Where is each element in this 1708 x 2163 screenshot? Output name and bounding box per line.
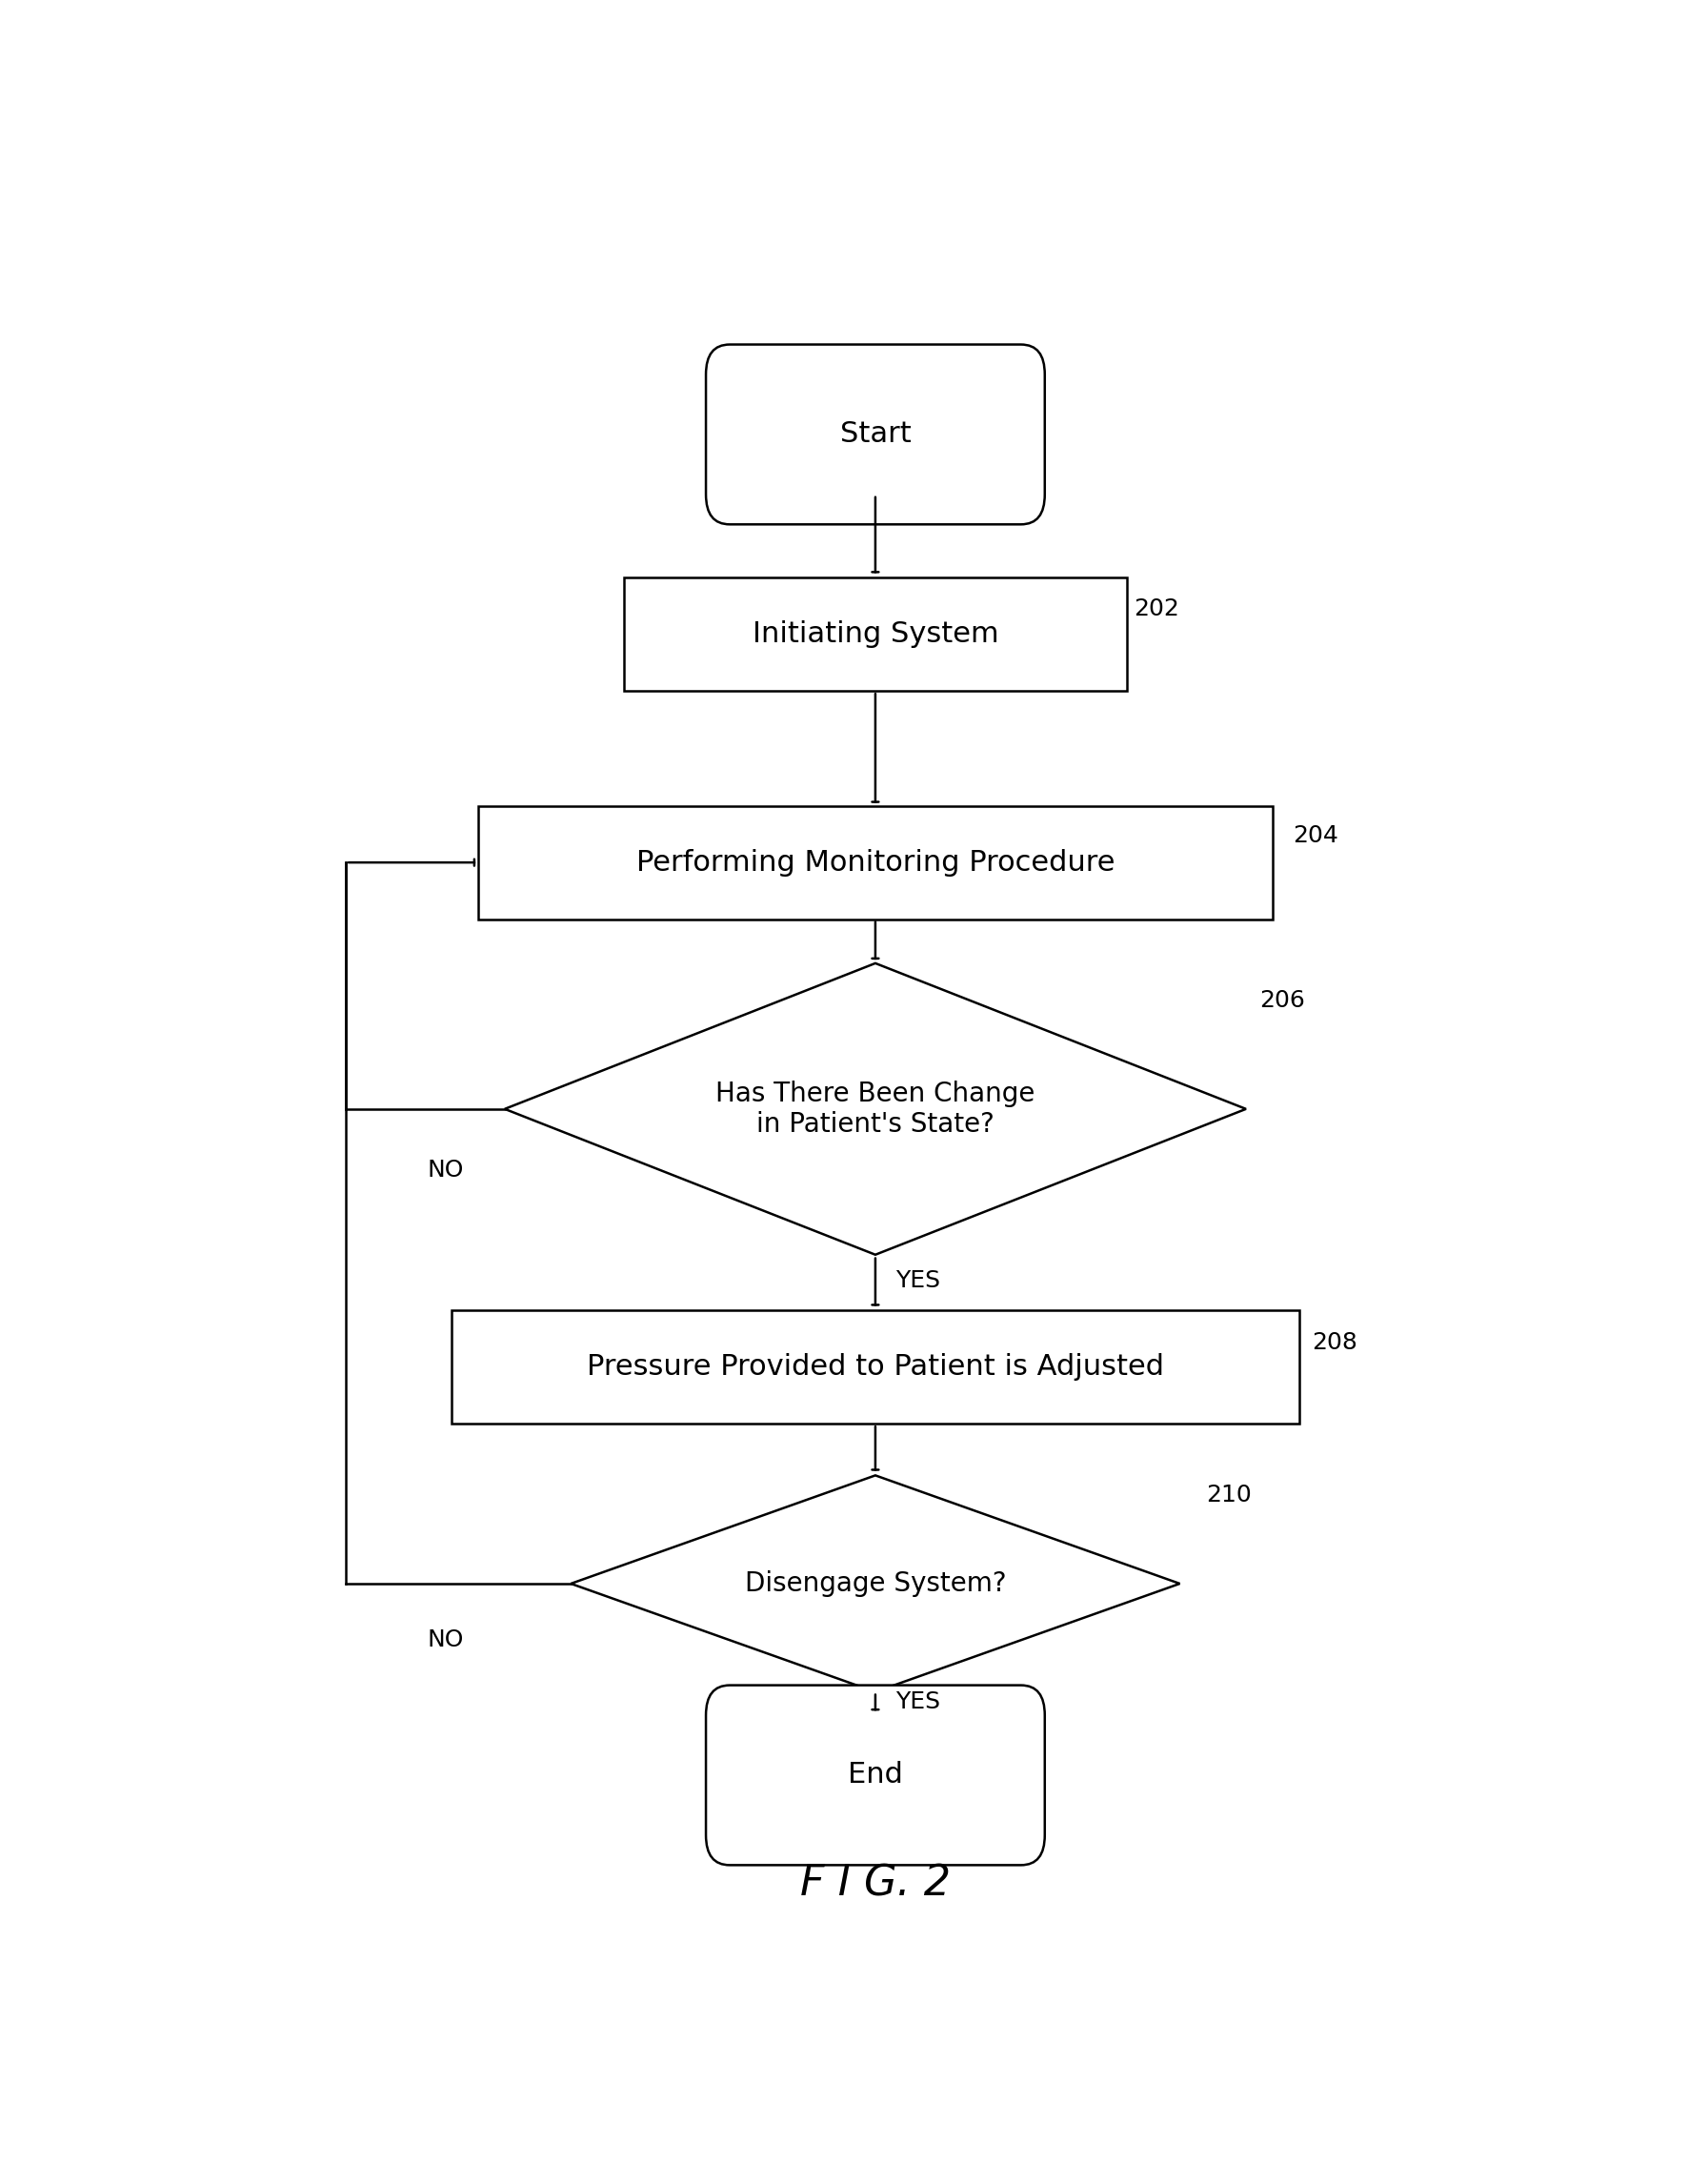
Text: 208: 208 [1312,1330,1358,1354]
Text: 210: 210 [1206,1484,1252,1508]
Text: 204: 204 [1293,824,1337,848]
Text: Performing Monitoring Procedure: Performing Monitoring Procedure [635,848,1115,876]
Text: NO: NO [427,1629,463,1653]
Polygon shape [570,1475,1180,1691]
Text: Initiating System: Initiating System [752,621,999,649]
Bar [451,1311,1300,1423]
Text: Has There Been Change
in Patient's State?: Has There Been Change in Patient's State… [716,1079,1035,1138]
Text: NO: NO [427,1159,463,1181]
Text: 202: 202 [1134,597,1179,621]
Text: Pressure Provided to Patient is Adjusted: Pressure Provided to Patient is Adjusted [588,1354,1163,1380]
Text: 206: 206 [1259,988,1305,1012]
Bar [623,578,1127,690]
Text: YES: YES [895,1691,939,1713]
Text: F I G. 2: F I G. 2 [799,1862,951,1903]
Polygon shape [506,963,1247,1255]
FancyBboxPatch shape [705,1685,1045,1865]
Text: End: End [847,1761,904,1789]
FancyBboxPatch shape [705,344,1045,523]
Text: YES: YES [895,1270,939,1291]
Text: Start: Start [840,420,910,448]
Bar [478,807,1272,919]
Text: Disengage System?: Disengage System? [745,1570,1006,1596]
